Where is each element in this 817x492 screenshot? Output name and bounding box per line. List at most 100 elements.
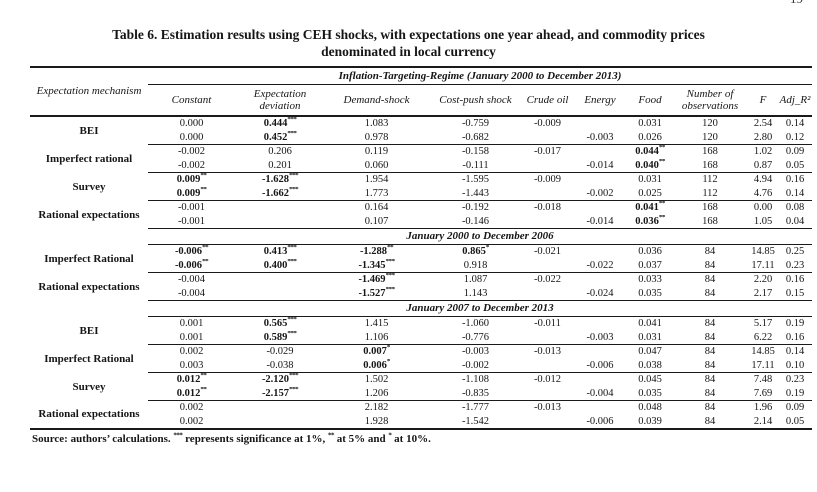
value-cell bbox=[572, 172, 628, 187]
value-cell: -0.158 bbox=[428, 144, 523, 159]
value-cell bbox=[523, 215, 572, 229]
value-cell: 84 bbox=[704, 246, 716, 258]
value-cell: 0.002 bbox=[179, 415, 204, 427]
row-label: Imperfect rational bbox=[45, 152, 133, 165]
value-cell: -0.009 bbox=[533, 118, 562, 130]
value-cell: 0.589*** bbox=[263, 330, 297, 343]
value-cell: -0.012 bbox=[523, 372, 572, 387]
value-cell: 0.035 bbox=[638, 287, 662, 299]
value-cell bbox=[572, 317, 628, 331]
value-cell: -0.192 bbox=[428, 200, 523, 215]
value-cell: 1.96 bbox=[748, 400, 778, 415]
value-cell: -0.006** bbox=[174, 258, 209, 271]
value-cell: 0.039 bbox=[638, 415, 662, 427]
value-cell: -0.018 bbox=[523, 200, 572, 215]
col-header-crude-oil: Crude oil bbox=[523, 84, 572, 117]
value-cell: 0.14 bbox=[785, 187, 805, 199]
value-cell bbox=[572, 344, 628, 359]
data-row: 0.002 1.928 -1.542 -0.006 0.039 84 2.14 0.05 bbox=[30, 415, 812, 430]
value-cell: 84 bbox=[672, 400, 748, 415]
value-cell: 0.206 bbox=[235, 144, 325, 159]
value-cell: 5.17 bbox=[753, 318, 773, 330]
value-cell: -0.014 bbox=[586, 159, 614, 171]
value-cell: 84 bbox=[672, 372, 748, 387]
value-cell: -0.006 bbox=[586, 415, 614, 427]
value-cell: -1.527*** bbox=[358, 286, 395, 299]
section-label-spacer bbox=[30, 301, 148, 317]
value-cell: 0.000 bbox=[179, 131, 204, 143]
data-row: -0.001 0.107 -0.146 -0.014 0.036** 168 1.05 0.0… bbox=[30, 215, 812, 229]
value-cell: -2.120*** bbox=[235, 372, 325, 387]
value-cell: -0.006 bbox=[586, 359, 614, 371]
value-cell: 2.54 bbox=[753, 118, 773, 130]
value-cell: 0.25 bbox=[785, 246, 805, 258]
value-cell bbox=[523, 359, 572, 373]
value-cell: -0.002 bbox=[586, 187, 614, 199]
value-cell: -0.003 bbox=[586, 131, 614, 143]
source-note-text: Source: authors’ calculations. bbox=[32, 433, 174, 445]
value-cell: -1.662*** bbox=[261, 186, 299, 199]
value-cell bbox=[572, 116, 628, 131]
period-section-row: January 2000 to December 2006 bbox=[30, 228, 812, 245]
period-section-label: January 2007 to December 2013 bbox=[148, 300, 812, 317]
data-row: Rational expectations 0.002 2.182 -1.777 -0.… bbox=[30, 400, 812, 420]
value-cell: 0.413*** bbox=[263, 244, 297, 258]
value-cell: 2.17 bbox=[753, 287, 773, 299]
value-cell: 0.006* bbox=[363, 358, 390, 371]
value-cell: 14.85 bbox=[751, 246, 775, 258]
col-header-expectation-deviation: Expectation deviation bbox=[235, 84, 325, 117]
value-cell: 0.23 bbox=[778, 372, 812, 387]
value-cell: -1.108 bbox=[428, 372, 523, 387]
data-row: Imperfect Rational 0.002 -0.029 0.007* -0.00… bbox=[30, 344, 812, 365]
data-row: Survey 0.009** -1.628*** 1.954 -1.595 -0.009 0… bbox=[30, 172, 812, 193]
value-cell: 0.10 bbox=[785, 359, 805, 371]
value-cell bbox=[572, 372, 628, 387]
row-label: Imperfect Rational bbox=[44, 252, 134, 265]
sig-10pct-stars: * bbox=[388, 431, 392, 440]
table-title: Table 6. Estimation results using CEH sh… bbox=[30, 26, 787, 60]
value-cell: 168 bbox=[672, 200, 748, 215]
data-row: 0.012** -2.157*** 1.206 -0.835 -0.004 0.035 84… bbox=[30, 387, 812, 401]
data-row: 0.001 0.589*** 1.106 -0.776 -0.003 0.031 84 6.2… bbox=[30, 331, 812, 345]
data-row: -0.002 0.201 0.060 -0.111 -0.014 0.040** 168 0.… bbox=[30, 159, 812, 173]
value-cell: 0.19 bbox=[785, 318, 805, 330]
value-cell: 0.035 bbox=[638, 387, 662, 399]
value-cell: 0.009** bbox=[176, 186, 207, 199]
value-cell bbox=[523, 331, 572, 345]
value-cell: 0.14 bbox=[785, 118, 805, 130]
value-cell bbox=[235, 200, 325, 215]
value-cell: -1.345*** bbox=[358, 258, 395, 271]
value-cell: 0.001 bbox=[179, 318, 204, 330]
value-cell: 1.773 bbox=[364, 187, 389, 199]
data-row: BEI 0.000 0.444*** 1.083 -0.759 -0.009 0.031 12… bbox=[30, 116, 812, 136]
value-cell: 0.000 bbox=[179, 118, 204, 130]
value-cell: 1.087 bbox=[428, 272, 523, 287]
value-cell: -0.013 bbox=[523, 400, 572, 415]
value-cell bbox=[235, 215, 325, 229]
value-cell: 0.041** bbox=[628, 200, 672, 215]
value-cell: 1.502 bbox=[325, 372, 428, 387]
value-cell: 0.978 bbox=[364, 131, 389, 143]
value-cell: 0.009** bbox=[148, 172, 235, 187]
value-cell: -0.022 bbox=[586, 259, 614, 271]
value-cell: 0.002 bbox=[148, 400, 235, 415]
row-label: BEI bbox=[79, 324, 99, 337]
value-cell: -0.835 bbox=[461, 387, 490, 399]
value-cell bbox=[572, 245, 628, 259]
value-cell: 84 bbox=[672, 344, 748, 359]
value-cell: 1.415 bbox=[364, 318, 389, 330]
value-cell: 1.143 bbox=[463, 287, 488, 299]
value-cell: -0.022 bbox=[523, 272, 572, 287]
value-cell: 0.04 bbox=[785, 215, 805, 227]
value-cell bbox=[572, 400, 628, 415]
value-cell: -0.038 bbox=[266, 359, 294, 371]
value-cell: 2.80 bbox=[753, 131, 773, 143]
value-cell: -0.759 bbox=[461, 118, 490, 130]
value-cell bbox=[572, 272, 628, 287]
data-row: 0.009** -1.662*** 1.773 -1.443 -0.002 0.025 11… bbox=[30, 187, 812, 201]
value-cell: 0.044** bbox=[628, 144, 672, 159]
value-cell: 0.201 bbox=[268, 159, 292, 171]
value-cell: 0.040** bbox=[635, 158, 665, 171]
value-cell: 2.14 bbox=[753, 415, 773, 427]
value-cell: -0.006** bbox=[174, 244, 209, 258]
